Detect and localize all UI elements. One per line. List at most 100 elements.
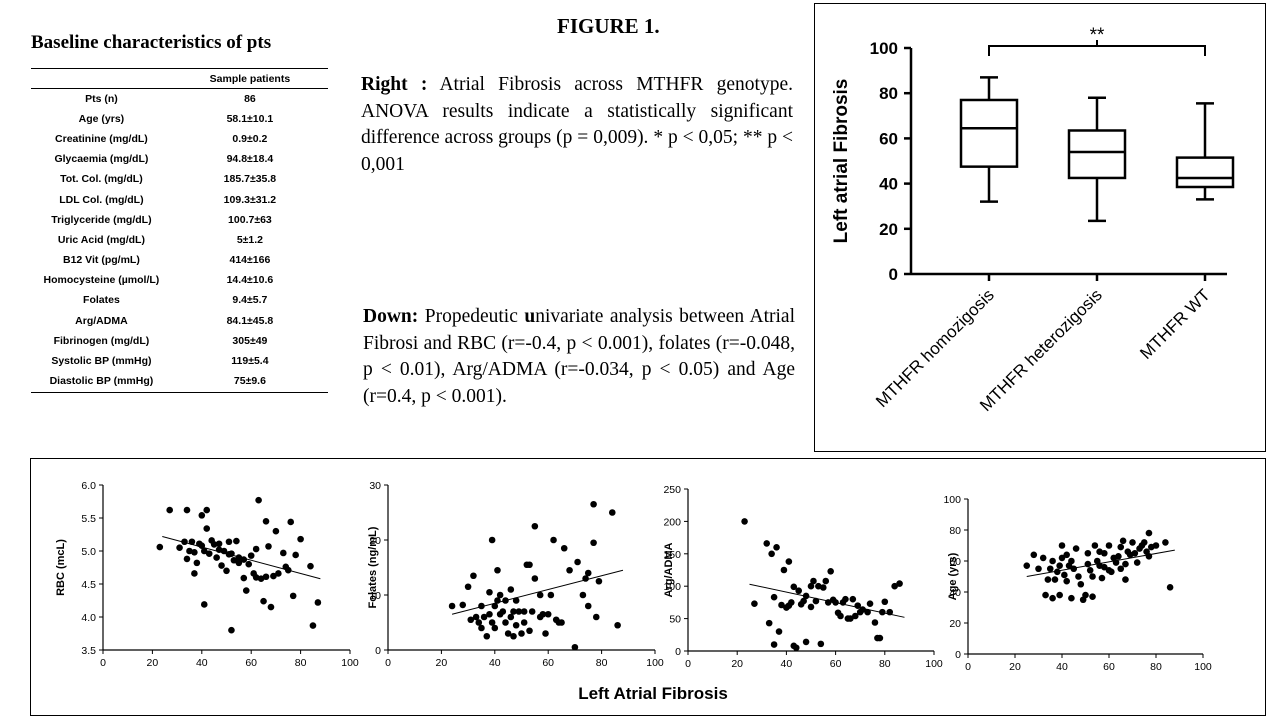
table-cell-value: 185.7±35.8	[223, 173, 277, 186]
table-cell-label: LDL Col. (mg/dL)	[59, 193, 144, 206]
data-point	[247, 552, 255, 559]
data-point	[741, 518, 748, 525]
data-point	[560, 544, 568, 552]
data-point	[496, 591, 504, 599]
data-point	[1091, 542, 1099, 549]
scatter-y-tick-label: 100	[943, 494, 961, 506]
data-point	[584, 569, 592, 577]
table-cell-value: 119±5.4	[231, 355, 269, 368]
data-point	[499, 608, 507, 615]
data-point	[775, 628, 783, 635]
box-y-tick-label: 100	[870, 39, 898, 58]
data-point	[467, 616, 475, 624]
data-point	[614, 621, 621, 629]
data-point	[765, 619, 773, 627]
data-point	[847, 615, 854, 622]
data-point	[1051, 576, 1059, 583]
scatter-y-tick-label: 20	[369, 535, 381, 547]
data-point	[262, 573, 270, 581]
scatter-x-tick-label: 20	[436, 657, 448, 669]
scatter-x-tick-label: 80	[879, 658, 891, 670]
data-point	[257, 575, 265, 583]
data-point	[512, 597, 520, 604]
data-point	[188, 538, 196, 546]
data-point	[1068, 557, 1075, 565]
table-cell-label: Diastolic BP (mmHg)	[49, 375, 154, 388]
table-cell-value: 109.3±31.2	[223, 193, 277, 206]
table-cell-label: Uric Acid (mg/dL)	[57, 233, 145, 246]
data-point	[507, 586, 515, 593]
baseline-table-title: Baseline characteristics of pts	[31, 32, 272, 53]
table-cell-label: Systolic BP (mmHg)	[51, 355, 152, 368]
significance-label: **	[1090, 25, 1105, 46]
box-y-tick-label: 40	[879, 175, 898, 194]
data-point	[252, 574, 260, 581]
data-point	[314, 599, 322, 606]
data-point	[822, 577, 830, 585]
data-point	[1122, 560, 1129, 568]
data-point	[520, 608, 528, 615]
scatter-x-tick-label: 60	[245, 657, 257, 669]
data-point	[1049, 594, 1056, 602]
scatter-x-tick-label: 80	[596, 657, 608, 669]
table-column-header: Sample patients	[171, 68, 328, 89]
data-point	[215, 540, 223, 548]
significance-bracket	[988, 40, 1206, 56]
table-row: Pts (n) 86	[31, 89, 328, 110]
data-point	[812, 597, 820, 605]
data-point	[849, 595, 857, 603]
table-cell-label: Triglyceride (mg/dL)	[51, 213, 152, 226]
data-point	[183, 506, 191, 514]
data-point	[817, 640, 825, 648]
data-point	[773, 544, 780, 551]
caption-down: Down: Propedeutic univariate analysis be…	[363, 304, 795, 410]
box-x-tick-label: MTHFR homozigosis	[872, 285, 998, 411]
data-point	[510, 608, 517, 615]
scatter-x-tick-label: 40	[781, 658, 793, 670]
data-point	[879, 608, 886, 616]
table-cell-value: 58.1±10.1	[226, 112, 274, 125]
scatter-x-tick-label: 20	[731, 658, 743, 670]
box-x-tick-label: MTHFR heterozigosis	[976, 285, 1106, 415]
scatter-y-tick-label: 0	[375, 645, 381, 657]
scatter-x-tick-label: 40	[1056, 661, 1068, 673]
data-point	[866, 600, 874, 607]
data-point	[193, 559, 201, 567]
data-point	[245, 560, 253, 568]
table-header-row: Sample patients	[31, 68, 328, 89]
data-point	[156, 543, 164, 551]
table-cell-value: 5±1.2	[236, 233, 264, 246]
table-cell-label: Arg/ADMA	[75, 314, 128, 327]
data-point	[1042, 591, 1049, 599]
scatter-y-tick-label: 0	[675, 646, 681, 658]
table-header-empty	[31, 68, 172, 89]
scatter-y-tick-label: 60	[949, 556, 961, 568]
scatter-y-tick-label: 5.5	[81, 513, 96, 525]
scatter-x-tick-label: 0	[385, 657, 391, 669]
data-point	[891, 582, 898, 590]
scatter-y-tick-label: 20	[949, 618, 961, 630]
data-point	[488, 619, 496, 626]
data-point	[539, 610, 547, 618]
data-point	[876, 634, 884, 642]
scatter-x-tick-label: 100	[925, 658, 943, 670]
data-point	[275, 570, 282, 577]
table-cell-value: 94.8±18.4	[226, 153, 274, 166]
table-row: Tot. Col. (mg/dL) 185.7±35.8	[31, 170, 328, 190]
box-y-axis-label: Left atrial Fibrosis	[831, 79, 852, 244]
data-point	[235, 559, 243, 567]
scatter-y-tick-label: 250	[663, 484, 681, 496]
table-row: Fibrinogen (mg/dL) 305±49	[31, 331, 328, 351]
box-iqr	[1067, 129, 1127, 180]
data-point	[1089, 573, 1096, 580]
scatter-x-tick-label: 0	[685, 658, 691, 670]
box-x-tick-label: MTHFR WT	[1136, 285, 1214, 363]
data-point	[1122, 576, 1129, 583]
scatter-plot-2: 0 10 20 30 0 20 40 60 80 100 Folates (ng/mL)	[367, 480, 664, 669]
data-point	[203, 506, 211, 514]
data-point	[240, 574, 248, 582]
table-cell-value: 305±49	[232, 334, 268, 347]
data-point	[265, 543, 272, 550]
box-y-tick-label: 0	[889, 265, 898, 284]
